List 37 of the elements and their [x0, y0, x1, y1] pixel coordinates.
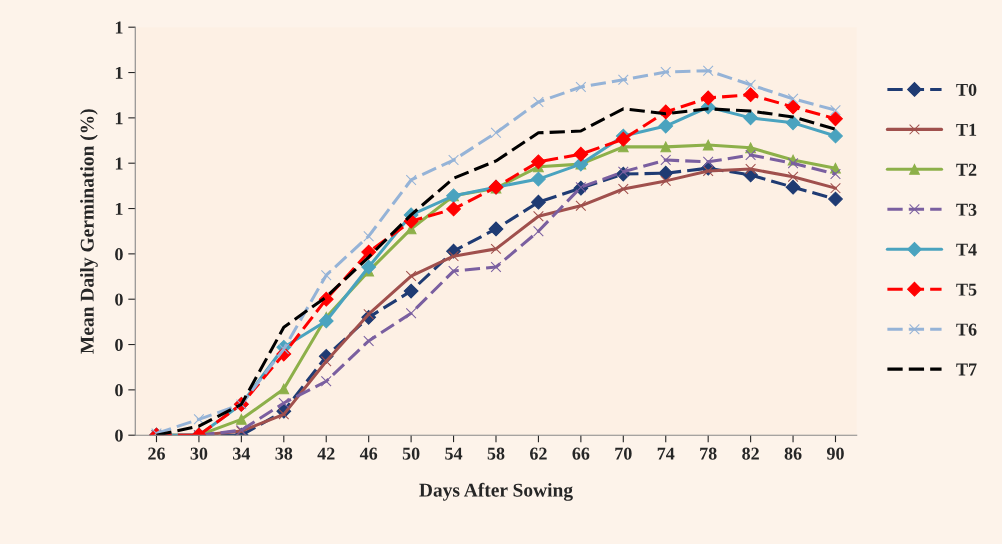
y-tick-label: 1: [115, 157, 123, 170]
y-tick-label: 0: [115, 384, 123, 397]
x-tick-label: 38: [275, 447, 293, 460]
x-tick-label: 42: [317, 447, 335, 460]
y-tick-label: 1: [115, 202, 123, 215]
legend-label: T6: [956, 323, 977, 336]
x-tick-label: 70: [615, 447, 632, 460]
y-tick-label: 0: [115, 248, 123, 261]
y-axis-title: Mean Daily Germination (%): [80, 109, 98, 354]
y-tick-label: 1: [115, 21, 123, 34]
legend-label: T5: [956, 283, 977, 296]
x-tick-label: 74: [657, 447, 675, 460]
x-tick-label: 34: [233, 447, 251, 460]
x-axis-title: Days After Sowing: [419, 482, 573, 501]
legend-label: T1: [956, 123, 977, 136]
x-tick-label: 90: [826, 447, 844, 460]
x-tick-label: 54: [445, 447, 463, 460]
x-tick-label: 30: [190, 447, 208, 460]
x-tick-label: 58: [487, 447, 505, 460]
y-tick-label: 1: [115, 66, 123, 79]
y-tick-label: 0: [115, 293, 123, 306]
y-tick-label: 0: [115, 429, 123, 442]
x-tick-label: 66: [572, 447, 590, 460]
x-tick-label: 82: [742, 447, 759, 460]
legend-label: T4: [956, 243, 977, 256]
x-tick-label: 62: [530, 447, 547, 460]
legend-label: T2: [956, 163, 977, 176]
x-tick-label: 78: [700, 447, 717, 460]
x-tick-label: 26: [148, 447, 165, 460]
x-tick-label: 50: [402, 447, 420, 460]
legend-label: T3: [956, 203, 977, 216]
legend-label: T7: [956, 363, 977, 376]
x-tick-label: 86: [784, 447, 802, 460]
legend-label: T0: [956, 83, 977, 96]
y-tick-label: 0: [115, 338, 123, 351]
y-tick-label: 1: [115, 112, 123, 125]
x-tick-label: 46: [359, 447, 378, 460]
